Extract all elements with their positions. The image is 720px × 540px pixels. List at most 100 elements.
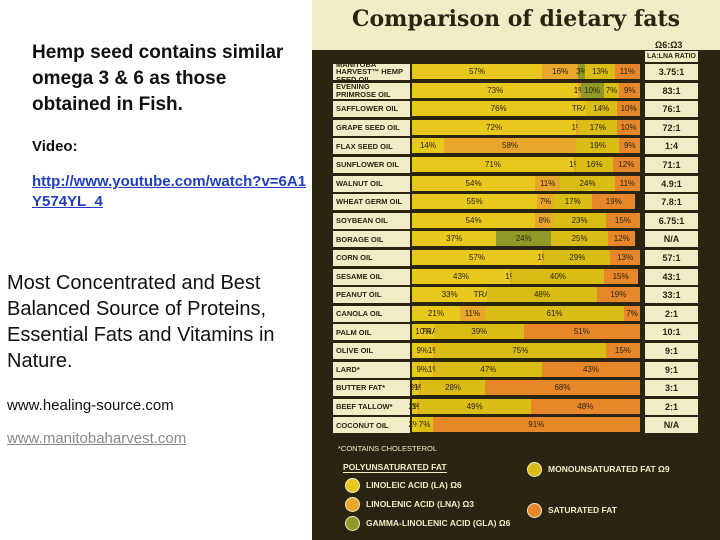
bar-segment bbox=[412, 212, 536, 228]
bar-segment bbox=[412, 268, 511, 284]
bar-segment bbox=[603, 268, 638, 284]
footnote: *CONTAINS CHOLESTEROL bbox=[338, 444, 438, 453]
category-label: MANITOBA HARVEST™ HEMP SEED OIL bbox=[333, 61, 410, 83]
bar-segment bbox=[612, 157, 640, 172]
value-label: 68% bbox=[554, 383, 571, 393]
bar-segment bbox=[576, 138, 620, 154]
bar-segment bbox=[541, 361, 640, 377]
bar-segment bbox=[605, 343, 640, 358]
category-label: BORAGE OIL bbox=[333, 231, 410, 248]
value-label: 57% bbox=[468, 253, 485, 262]
value-label: 48% bbox=[533, 290, 550, 300]
bar-segment bbox=[412, 343, 433, 358]
bar-segment bbox=[573, 157, 577, 172]
value-label: 1% bbox=[427, 346, 440, 355]
value-label: 61% bbox=[546, 308, 563, 318]
legend-label: LINOLEIC ACID (LA) Ω6 bbox=[366, 480, 462, 490]
value-label: 75% bbox=[512, 346, 529, 355]
value-label: 19% bbox=[605, 197, 622, 207]
video-link[interactable]: http://www.youtube.com/watch?v=6A1Y574YL… bbox=[32, 173, 307, 210]
value-label: 1% bbox=[414, 383, 426, 393]
value-label: 24% bbox=[515, 234, 532, 244]
site-link[interactable]: www.manitobaharvest.com bbox=[7, 430, 187, 447]
value-label: 11% bbox=[619, 67, 636, 76]
value-label: 1% bbox=[537, 253, 549, 262]
bar-segment bbox=[560, 175, 615, 191]
bar-segment bbox=[585, 64, 615, 79]
bar-segment bbox=[530, 398, 640, 414]
legend-label: LINOLENIC ACID (LNA) Ω3 bbox=[366, 499, 475, 509]
bar-segment bbox=[510, 268, 513, 284]
bar-segment bbox=[412, 175, 536, 191]
value-label: 19% bbox=[589, 141, 606, 151]
value-label: 76% bbox=[490, 104, 507, 114]
value-label: 29% bbox=[569, 253, 586, 262]
value-label: 9% bbox=[623, 141, 636, 151]
ratio-label: 7.8:1 bbox=[645, 194, 698, 211]
value-label: 9% bbox=[623, 85, 636, 95]
value-label: 15% bbox=[614, 346, 631, 355]
bar-segment bbox=[592, 194, 636, 210]
value-label: 40% bbox=[549, 271, 566, 281]
ratio-label: 76:1 bbox=[645, 101, 698, 118]
value-label: 15% bbox=[612, 271, 629, 281]
bar-segment bbox=[596, 287, 640, 303]
value-label: 58% bbox=[502, 141, 519, 151]
bar-segment bbox=[412, 305, 460, 321]
bar-segment bbox=[487, 287, 597, 303]
value-label: 73% bbox=[487, 85, 504, 95]
bar-segment bbox=[412, 119, 577, 135]
legend-group: POLYUNSATURATED FAT bbox=[343, 462, 447, 473]
value-label: 9% bbox=[416, 346, 429, 355]
value-label: 48% bbox=[577, 401, 594, 411]
value-label: 3% bbox=[409, 383, 422, 393]
legend-swatch bbox=[527, 462, 542, 477]
ratio-label: N/A bbox=[645, 417, 698, 434]
bar-segment bbox=[412, 101, 586, 117]
bar-segment bbox=[544, 250, 611, 265]
bar-segment bbox=[608, 231, 636, 247]
bar-segment bbox=[619, 138, 640, 154]
value-label: 25% bbox=[571, 234, 588, 244]
ratio-header: Ω6:Ω3 bbox=[655, 40, 683, 50]
bar-segment bbox=[412, 231, 497, 247]
value-label: 51% bbox=[573, 327, 590, 337]
legend-label: MONOUNSATURATED FAT Ω9 bbox=[548, 464, 670, 474]
bar-segment bbox=[459, 305, 485, 321]
category-label: BEEF TALLOW* bbox=[333, 398, 410, 415]
ratio-label: 2:1 bbox=[645, 305, 698, 322]
bar-segment bbox=[434, 343, 606, 358]
value-label: 43% bbox=[582, 364, 599, 374]
category-label: WHEAT GERM OIL bbox=[333, 194, 410, 211]
title-bar bbox=[312, 0, 720, 50]
value-label: 10% bbox=[620, 104, 637, 114]
bar-segment bbox=[412, 138, 444, 154]
category-label: SAFFLOWER OIL bbox=[333, 101, 410, 118]
bar-segment bbox=[541, 250, 545, 265]
video-label: Video: bbox=[32, 138, 78, 155]
value-label: 1% bbox=[573, 85, 586, 95]
chart-title: Comparison of dietary fats bbox=[351, 6, 680, 32]
value-label: 10% bbox=[415, 327, 432, 337]
value-label: 9% bbox=[416, 364, 429, 374]
bar-segment bbox=[412, 417, 417, 433]
category-label: CORN OIL bbox=[333, 250, 410, 266]
ratio-label: 10:1 bbox=[645, 324, 698, 341]
bar-segment bbox=[614, 175, 640, 191]
category-label: BUTTER FAT* bbox=[333, 380, 410, 397]
ratio-label: N/A bbox=[645, 231, 698, 248]
bar-segment bbox=[580, 82, 604, 98]
legend-swatch bbox=[345, 478, 360, 493]
value-label: 14% bbox=[419, 141, 436, 151]
bar-segment bbox=[412, 324, 435, 340]
value-label: 7% bbox=[539, 197, 552, 207]
category-label: GRAPE SEED OIL bbox=[333, 119, 410, 136]
value-label: 54% bbox=[465, 178, 482, 188]
value-label: 1% bbox=[569, 160, 581, 169]
ratio-label: 9:1 bbox=[645, 361, 698, 378]
bar-segment bbox=[512, 268, 604, 284]
category-label: SOYBEAN OIL bbox=[333, 212, 410, 229]
value-label: 55% bbox=[466, 197, 483, 207]
category-label: SUNFLOWER OIL bbox=[333, 157, 410, 173]
bar-segment bbox=[610, 250, 640, 265]
